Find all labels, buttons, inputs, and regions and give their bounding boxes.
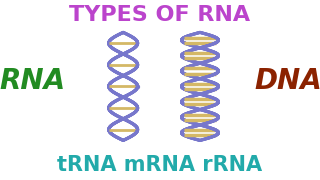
- Text: DNA: DNA: [254, 67, 320, 95]
- Text: RNA: RNA: [0, 67, 65, 95]
- Text: TYPES OF RNA: TYPES OF RNA: [69, 5, 251, 25]
- Text: tRNA mRNA rRNA: tRNA mRNA rRNA: [57, 155, 263, 175]
